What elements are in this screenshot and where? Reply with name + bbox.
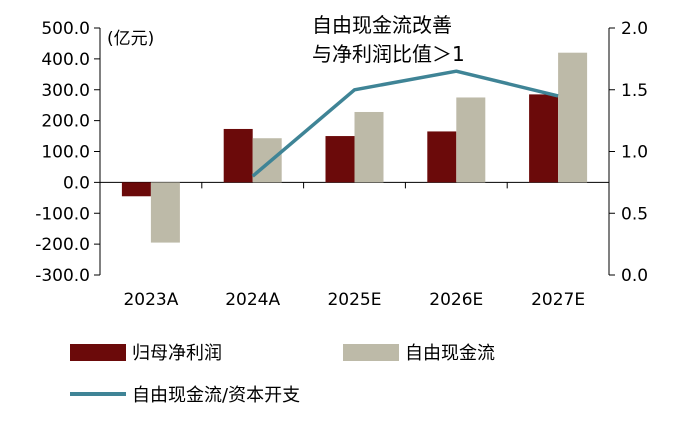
legend-swatch	[70, 344, 126, 361]
y-right-tick-label: 0.5	[621, 204, 648, 224]
y-right-tick-label: 2.0	[621, 19, 648, 39]
line-series	[251, 69, 559, 178]
bar	[325, 136, 355, 183]
y-right-tick-label: 1.5	[621, 81, 648, 101]
x-tick-label: 2026E	[429, 290, 483, 310]
y-left-tick-label: -100.0	[35, 204, 90, 224]
y-left-tick-label: 400.0	[41, 50, 90, 70]
legend-label: 归母净利润	[132, 343, 222, 364]
legend-label: 自由现金流/资本开支	[132, 385, 300, 406]
text-labels: -300.0 -200.0 -100.0 0.0 100.0 200.0 300.0 400.…	[35, 13, 648, 310]
bar	[529, 94, 559, 183]
y-left-tick-label: 300.0	[41, 81, 90, 101]
bar	[456, 97, 486, 183]
legend-swatch	[343, 344, 399, 361]
annotation-line: 与净利润比值＞1	[312, 42, 465, 66]
bar	[223, 128, 253, 183]
bar	[558, 52, 588, 183]
x-tick-label: 2024A	[225, 290, 280, 310]
x-tick-label: 2025E	[327, 290, 381, 310]
y-right-tick-label: 0.0	[621, 266, 648, 286]
bars	[121, 52, 588, 243]
bar	[150, 182, 180, 243]
y-left-tick-label: 500.0	[41, 19, 90, 39]
y-left-tick-label: 100.0	[41, 143, 90, 163]
y-right-tick-label: 1.0	[621, 143, 648, 163]
y-left-tick-label: -300.0	[35, 266, 90, 286]
legend-label: 自由现金流	[405, 343, 495, 364]
line-series-path	[251, 69, 559, 178]
y-left-tick-label: -200.0	[35, 235, 90, 255]
y-left-tick-label: 200.0	[41, 112, 90, 132]
bar	[427, 131, 457, 183]
bar	[121, 182, 151, 197]
x-tick-label: 2027E	[531, 290, 585, 310]
annotation-line: 自由现金流改善	[312, 13, 452, 37]
bar	[252, 138, 282, 183]
unit-label: (亿元)	[107, 29, 154, 49]
x-tick-label: 2023A	[123, 290, 178, 310]
y-left-tick-label: 0.0	[63, 173, 90, 193]
bar	[354, 111, 384, 183]
